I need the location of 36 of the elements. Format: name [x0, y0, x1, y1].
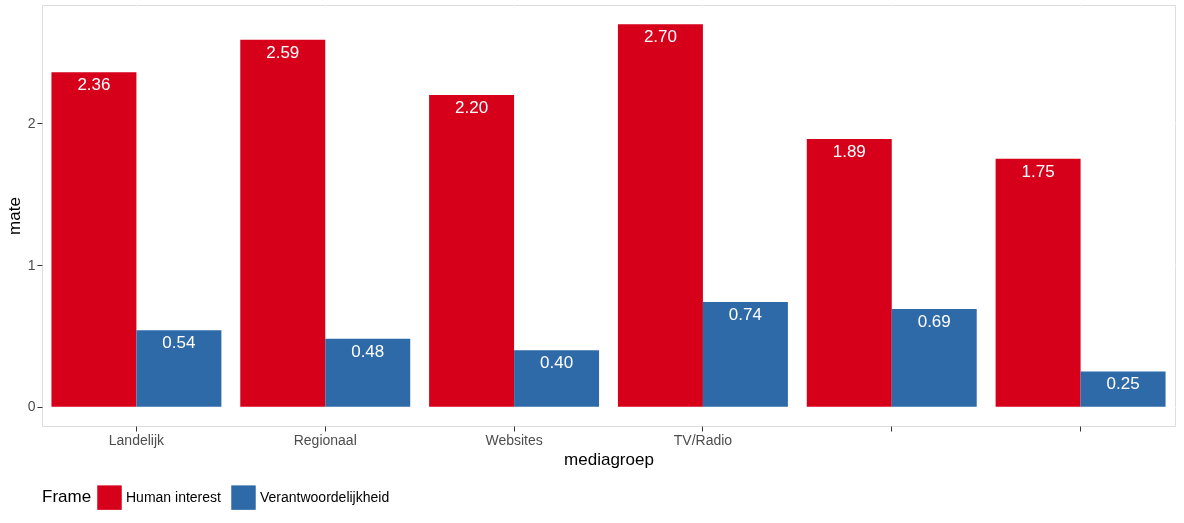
- legend-title: Frame: [42, 487, 92, 506]
- data-label: 2.70: [643, 27, 677, 47]
- data-label: 1.89: [832, 141, 866, 161]
- bar: [617, 24, 703, 407]
- y-tick-label: 0: [27, 398, 36, 415]
- x-tick-label: TV/Radio: [673, 431, 733, 448]
- bar: [995, 158, 1081, 407]
- data-label: 2.36: [77, 75, 111, 95]
- bar: [891, 309, 977, 407]
- data-label: 0.74: [728, 304, 762, 324]
- y-axis-title: mate: [4, 197, 24, 235]
- data-label: 2.59: [266, 42, 300, 62]
- y-tick-label: 2: [27, 114, 36, 131]
- legend-label: Human interest: [126, 488, 222, 505]
- y-tick-label: 1: [27, 256, 36, 273]
- data-label: 2.20: [455, 98, 489, 118]
- bar: [51, 72, 137, 407]
- x-axis-title: mediagroep: [564, 449, 654, 469]
- bar: [429, 95, 515, 407]
- legend-label: Verantwoordelijkheid: [260, 488, 390, 505]
- x-tick-label: Landelijk: [108, 431, 166, 448]
- bar: [702, 301, 788, 407]
- bar: [806, 138, 892, 407]
- data-label: 1.75: [1021, 161, 1055, 181]
- x-tick-label: Websites: [485, 431, 543, 448]
- bar: [136, 330, 222, 407]
- x-tick-label: Regionaal: [293, 431, 357, 448]
- bar: [240, 39, 326, 407]
- data-label: 0.25: [1106, 374, 1140, 394]
- bar: [1080, 371, 1166, 407]
- bar: [325, 338, 411, 407]
- data-label: 0.69: [917, 312, 951, 332]
- data-label: 0.48: [351, 341, 385, 361]
- bar: [514, 350, 600, 407]
- data-label: 0.40: [540, 353, 574, 373]
- data-label: 0.54: [162, 333, 196, 353]
